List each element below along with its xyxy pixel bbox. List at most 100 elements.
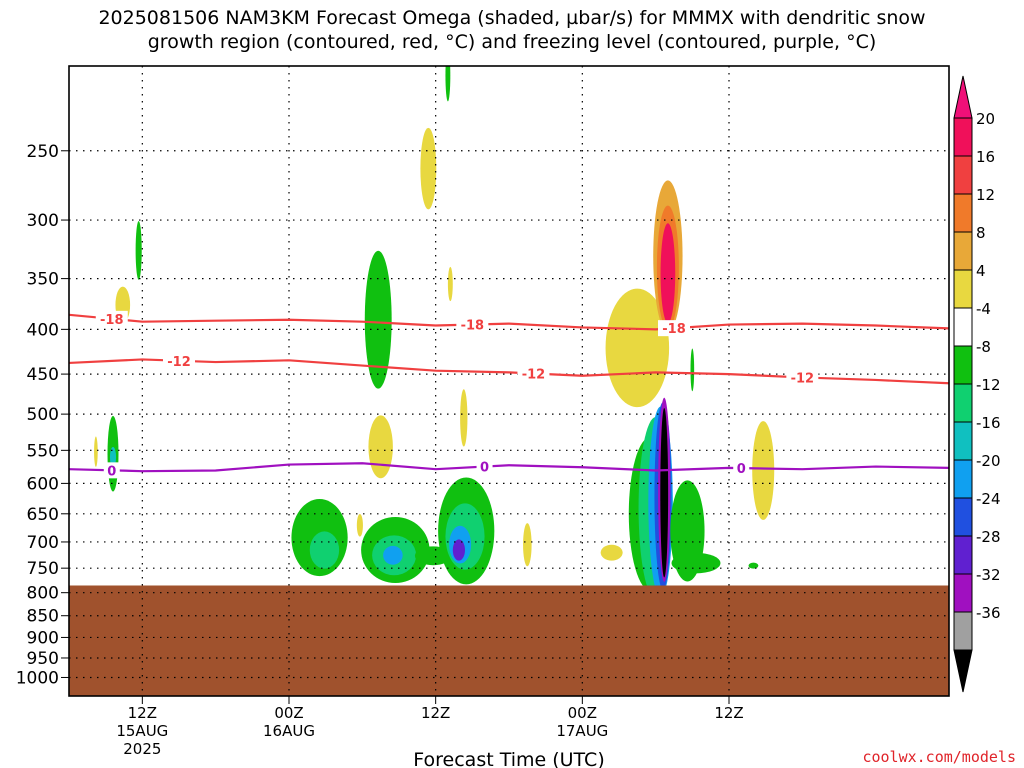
colorbar-label: -16: [976, 414, 1001, 432]
colorbar-label: -12: [976, 376, 1001, 394]
contour-label-bg: [95, 310, 128, 327]
colorbar-label: 4: [976, 262, 986, 280]
colorbar-top-arrow: [953, 75, 973, 119]
source-credit: coolwx.com/models: [862, 748, 1016, 766]
contour-label-bg: [658, 320, 690, 337]
y-axis: 2503003504004505005506006507007508008509…: [16, 142, 69, 688]
omega-region: [690, 348, 695, 392]
contour-line: [69, 462, 949, 473]
x-tick-label: 12Z: [421, 704, 450, 722]
colorbar-label: -24: [976, 490, 1001, 508]
colorbar-box: [953, 535, 973, 575]
omega-region: [356, 513, 363, 537]
colorbar-box: [953, 117, 973, 157]
omega-region: [752, 421, 775, 520]
grid: [69, 66, 949, 696]
omega-region: [368, 415, 393, 479]
colorbar-label: -4: [976, 300, 991, 318]
y-tick-label: 350: [27, 270, 59, 290]
y-tick-label: 300: [27, 211, 59, 231]
omega-region: [523, 523, 532, 567]
omega-region: [748, 562, 759, 569]
contour-label-bg: [476, 458, 493, 475]
colorbar-label: -32: [976, 566, 1001, 584]
chart-title-line2: growth region (contoured, red, °C) and f…: [147, 31, 877, 53]
contour-label: 0: [480, 461, 489, 476]
contour-label: 0: [107, 464, 116, 479]
colorbar-label: -20: [976, 452, 1001, 470]
omega-region: [445, 66, 451, 102]
colorbar-box: [953, 573, 973, 613]
contour-lines: -18 -18 -18 -12 -12 -12 0 0 0: [69, 310, 949, 479]
contour-label: -12: [167, 355, 191, 370]
colorbar-box: [953, 231, 973, 271]
omega-shading: [94, 66, 775, 599]
colorbar-bottom-arrow: [953, 649, 973, 693]
x-tick-label: 00Z: [568, 704, 597, 722]
contour-label: -18: [461, 319, 485, 334]
terrain: [69, 585, 949, 696]
omega-region: [109, 446, 117, 468]
colorbar-box: [953, 497, 973, 537]
colorbar-box: [953, 269, 973, 309]
y-tick-label: 700: [27, 533, 59, 553]
contour-label-bg: [517, 365, 550, 382]
x-tick-label: 12Z: [128, 704, 157, 722]
omega-region: [600, 544, 623, 561]
omega-region: [452, 539, 465, 561]
y-tick-label: 550: [27, 441, 59, 461]
colorbar-box: [953, 383, 973, 423]
colorbar-box: [953, 155, 973, 195]
x-tick-label: 12Z: [714, 704, 743, 722]
omega-region: [660, 407, 669, 578]
colorbar-label: -28: [976, 528, 1001, 546]
y-tick-label: 500: [27, 405, 59, 425]
colorbar: 20 16 12 8 4 -4 -8 -12 -16 -20 -24 -28 -32 -36: [953, 75, 1001, 693]
colorbar-box: [953, 611, 973, 651]
y-tick-label: 900: [27, 628, 59, 648]
omega-region: [420, 127, 437, 210]
contour-label: -12: [522, 368, 546, 383]
y-tick-label: 800: [27, 584, 59, 604]
contour-label-bg: [456, 316, 489, 333]
terrain-fill: [69, 585, 949, 696]
colorbar-box: [953, 307, 973, 347]
x-tick-label: 00Z: [274, 704, 303, 722]
colorbar-box: [953, 193, 973, 233]
y-tick-label: 1000: [16, 668, 59, 688]
contour-label-bg: [733, 460, 750, 477]
contour-label-bg: [163, 352, 195, 369]
contour-label-bg: [103, 462, 120, 479]
y-tick-label: 400: [27, 320, 59, 340]
y-tick-label: 250: [27, 142, 59, 162]
omega-region: [309, 531, 340, 569]
x-tick-date: 17AUG: [556, 722, 608, 740]
colorbar-label: 12: [976, 186, 995, 204]
omega-region: [364, 250, 392, 389]
chart-title-line1: 2025081506 NAM3KM Forecast Omega (shaded…: [98, 7, 926, 29]
x-axis-title: Forecast Time (UTC): [413, 749, 604, 768]
x-tick-year: 2025: [123, 740, 161, 758]
colorbar-box: [953, 345, 973, 385]
omega-region: [383, 545, 403, 565]
omega-region: [605, 288, 670, 408]
y-tick-label: 650: [27, 505, 59, 525]
x-tick-date: 16AUG: [263, 722, 315, 740]
contour-label: -18: [100, 313, 124, 328]
omega-region: [660, 223, 676, 323]
y-tick-label: 450: [27, 365, 59, 385]
y-tick-label: 950: [27, 649, 59, 669]
y-tick-label: 850: [27, 607, 59, 627]
omega-region: [94, 436, 98, 467]
omega-region: [447, 266, 453, 302]
contour-label: -18: [662, 322, 686, 337]
colorbar-label: 8: [976, 224, 986, 242]
colorbar-label: 20: [976, 110, 995, 128]
colorbar-label: -8: [976, 338, 991, 356]
colorbar-box: [953, 421, 973, 461]
colorbar-label: -36: [976, 604, 1001, 622]
y-tick-label: 750: [27, 559, 59, 579]
colorbar-box: [953, 459, 973, 499]
